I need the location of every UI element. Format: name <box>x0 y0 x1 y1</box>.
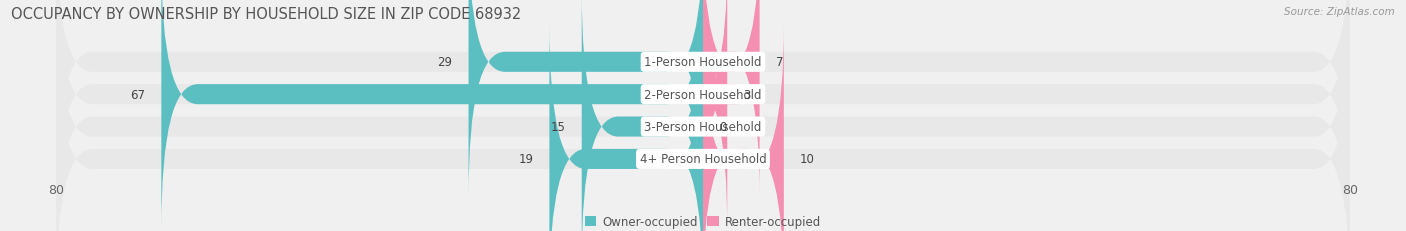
FancyBboxPatch shape <box>56 24 1350 231</box>
Text: 15: 15 <box>551 121 565 134</box>
Text: Source: ZipAtlas.com: Source: ZipAtlas.com <box>1284 7 1395 17</box>
Text: OCCUPANCY BY OWNERSHIP BY HOUSEHOLD SIZE IN ZIP CODE 68932: OCCUPANCY BY OWNERSHIP BY HOUSEHOLD SIZE… <box>11 7 522 22</box>
Legend: Owner-occupied, Renter-occupied: Owner-occupied, Renter-occupied <box>579 210 827 231</box>
Text: 2-Person Household: 2-Person Household <box>644 88 762 101</box>
Text: 67: 67 <box>131 88 145 101</box>
Text: 19: 19 <box>519 153 533 166</box>
FancyBboxPatch shape <box>550 24 703 231</box>
FancyBboxPatch shape <box>582 0 703 231</box>
FancyBboxPatch shape <box>703 24 785 231</box>
FancyBboxPatch shape <box>56 0 1350 231</box>
FancyBboxPatch shape <box>162 0 703 230</box>
Text: 1-Person Household: 1-Person Household <box>644 56 762 69</box>
Text: 0: 0 <box>720 121 727 134</box>
FancyBboxPatch shape <box>690 0 740 230</box>
FancyBboxPatch shape <box>56 0 1350 198</box>
FancyBboxPatch shape <box>468 0 703 198</box>
Text: 29: 29 <box>437 56 453 69</box>
Text: 7: 7 <box>776 56 783 69</box>
Text: 3-Person Household: 3-Person Household <box>644 121 762 134</box>
FancyBboxPatch shape <box>56 0 1350 230</box>
Text: 4+ Person Household: 4+ Person Household <box>640 153 766 166</box>
FancyBboxPatch shape <box>703 0 759 198</box>
Text: 10: 10 <box>800 153 815 166</box>
Text: 3: 3 <box>744 88 751 101</box>
